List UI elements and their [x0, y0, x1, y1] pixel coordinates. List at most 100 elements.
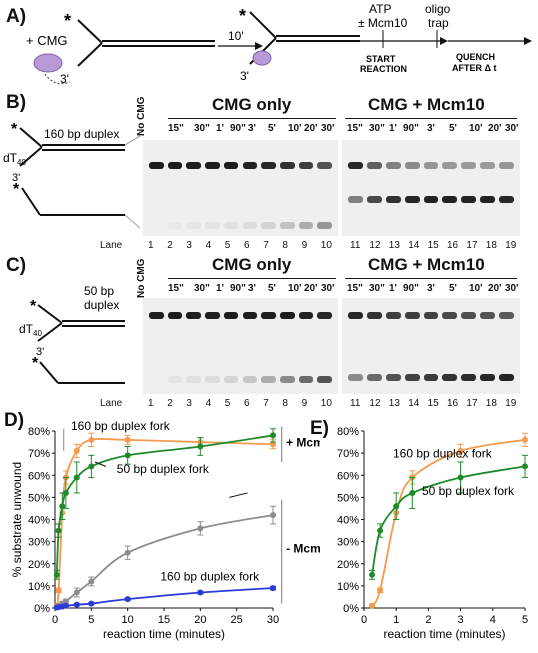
data-point [73, 601, 80, 608]
product-band [404, 374, 420, 381]
lane-number: 19 [505, 398, 517, 409]
substrate-band [366, 162, 382, 169]
cmg-mcm10-header-c: CMG + Mcm10 [368, 255, 485, 274]
y-tick-label: 10% [337, 581, 359, 593]
data-point [88, 578, 95, 585]
data-point [124, 549, 131, 556]
arrow-icon [524, 37, 532, 45]
substrate-band [317, 162, 332, 169]
product-band [423, 196, 439, 203]
duplex-label: 50 bp [84, 284, 114, 298]
product-band [223, 222, 239, 229]
data-point [88, 436, 95, 443]
substrate-band [480, 162, 496, 169]
y-tick-label: 20% [28, 559, 50, 571]
ten-min-label: 10' [228, 29, 244, 43]
product-band [205, 376, 220, 383]
substrate-band [298, 312, 314, 319]
x-tick-label: 1 [393, 614, 399, 626]
product-band [298, 376, 314, 383]
data-point [55, 587, 62, 594]
substrate-band [186, 312, 202, 319]
timepoints-c-right: 15" 30" 1' 90" 3' 5' 10' 20' 30' [347, 283, 519, 294]
reaction-label: REACTION [360, 64, 407, 74]
data-point [62, 598, 69, 605]
y-tick-label: 80% [337, 426, 359, 438]
y-tick-label: 10% [28, 581, 50, 593]
substrate-band [298, 162, 314, 169]
substrate-band [366, 312, 382, 319]
annotation-leader [94, 461, 107, 467]
mcm10-label: ± Mcm10 [358, 16, 408, 30]
product-band [186, 376, 202, 383]
product-band [298, 222, 314, 229]
y-tick-label: 0% [34, 603, 50, 615]
x-axis-label: reaction time (minutes) [383, 627, 505, 641]
data-point [88, 600, 95, 607]
substrate-band [261, 312, 276, 319]
star-mark: * [13, 181, 20, 198]
annotation: 160 bp duplex fork [71, 419, 171, 433]
cmg-helicase-icon [252, 50, 272, 66]
lane-number: 1 [148, 398, 154, 409]
lane-number: 18 [485, 240, 497, 251]
product-band [366, 374, 382, 381]
x-axis-label: reaction time (minutes) [103, 627, 225, 641]
data-point [62, 489, 69, 496]
annotation: 50 bp duplex fork [422, 484, 515, 498]
substrate-band [461, 312, 477, 319]
lane-number: 10 [320, 240, 332, 251]
data-point [270, 432, 276, 439]
x-tick-label: 4 [490, 614, 496, 626]
star-mark: * [11, 121, 18, 138]
product-band [348, 374, 363, 381]
substrate-band [348, 312, 363, 319]
trap-label: trap [428, 16, 449, 30]
group-label: - Mcm10 [286, 542, 320, 556]
data-point [73, 447, 80, 454]
y-tick-label: 40% [28, 515, 50, 527]
lane-word-c: Lane [100, 398, 123, 409]
substrate-band [499, 312, 514, 319]
lane-number: 15 [427, 240, 439, 251]
y-tick-label: 0% [343, 603, 359, 615]
x-tick-label: 3 [458, 614, 464, 626]
substrate-band [279, 162, 295, 169]
lane-number: 2 [167, 240, 173, 251]
product-band [279, 376, 295, 383]
lane-numbers-c: 1 2 3 4 5 6 7 8 9 10 11 12 13 14 15 16 17 18 19 [0, 398, 538, 412]
substrate-band [149, 312, 164, 319]
substrate-band [242, 162, 258, 169]
lane-number: 6 [244, 398, 250, 409]
y-tick-label: 50% [28, 492, 50, 504]
annotation: 50 bp duplex fork [117, 462, 210, 476]
substrate-band [404, 312, 420, 319]
chart-d: 0% 10% 20% 30% 40% 50% 60% 70% 80% 0 5 10 15 20 25 30 re… [10, 419, 320, 641]
substrate-band [167, 312, 183, 319]
x-tick-label: 15 [158, 614, 170, 626]
lane-number: 3 [186, 398, 192, 409]
product-band [499, 196, 514, 203]
lane-number: 5 [224, 398, 231, 409]
y-tick-label: 40% [337, 515, 359, 527]
data-point [393, 503, 400, 510]
panel-c-label: C) [6, 255, 27, 276]
data-point [369, 571, 376, 578]
data-point [197, 443, 204, 450]
arrow-icon [255, 42, 263, 50]
panel-a-label: A) [6, 6, 27, 27]
product-band [480, 374, 496, 381]
after-label: AFTER Δ t [452, 63, 496, 73]
product-band [385, 196, 401, 203]
panel-a-scheme: * + CMG 3' 10' * 3' ATP ± Mcm10 oligo tr… [26, 2, 532, 86]
x-tick-label: 5 [88, 614, 94, 626]
header-rule [345, 278, 517, 279]
data-point [457, 447, 464, 454]
substrate-band [223, 162, 239, 169]
product-band [442, 196, 458, 203]
panel-e-label: E) [310, 418, 329, 439]
start-label: START [366, 54, 396, 64]
three-prime-label: 3' [36, 346, 44, 358]
y-tick-label: 70% [28, 448, 50, 460]
quench-label: QUENCH [456, 52, 495, 62]
